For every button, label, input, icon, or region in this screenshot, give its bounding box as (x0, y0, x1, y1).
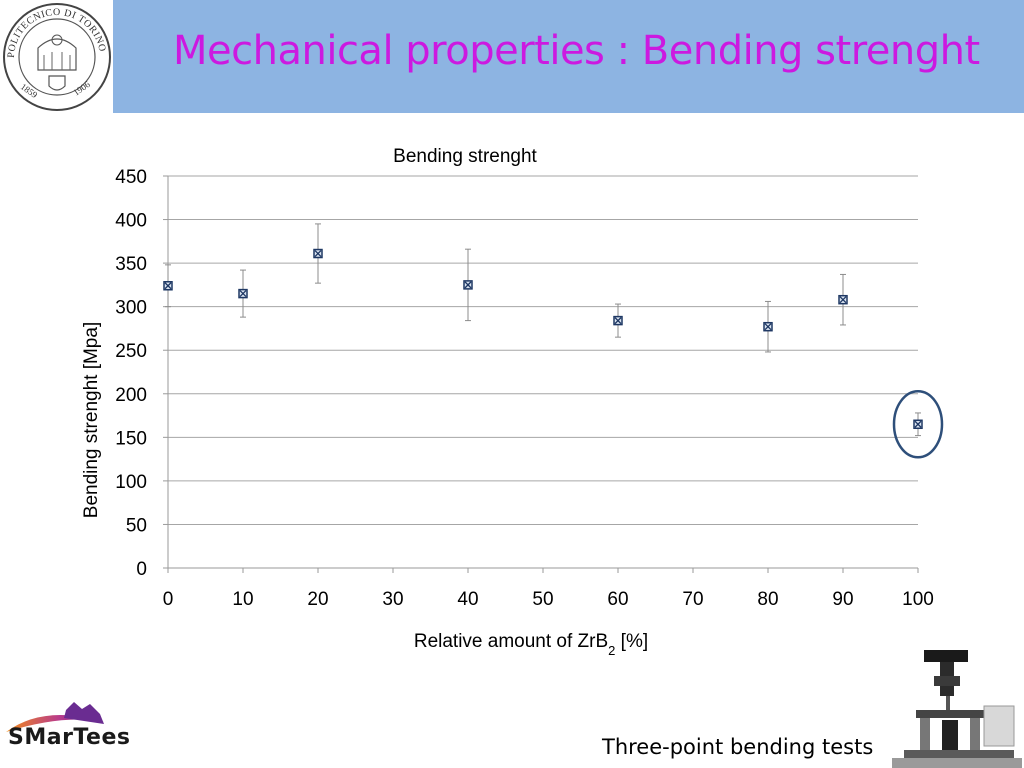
x-tick-label: 10 (232, 589, 253, 610)
data-point (913, 419, 923, 430)
data-point (238, 288, 248, 299)
x-axis-label-main: Relative amount of ZrB (414, 631, 608, 652)
data-point (313, 248, 323, 259)
y-tick-label: 350 (115, 254, 147, 275)
header-bar (113, 0, 1024, 113)
x-tick-label: 20 (307, 589, 328, 610)
page-title: Mechanical properties : Bending strenght (173, 28, 980, 74)
bending-strength-chart: Bending strenght 05010015020025030035040… (81, 146, 944, 658)
x-axis-label-subscript: 2 (608, 643, 615, 658)
x-axis-label-unit: [%] (615, 631, 648, 652)
data-point (613, 315, 623, 326)
y-tick-label: 250 (115, 341, 147, 362)
x-tick-label: 70 (682, 589, 703, 610)
x-tick-label: 50 (532, 589, 553, 610)
x-tick-label: 0 (163, 589, 174, 610)
x-tick-label: 60 (607, 589, 628, 610)
data-point (763, 321, 773, 332)
y-tick-label: 400 (115, 211, 147, 232)
data-point (838, 294, 848, 305)
data-point (163, 281, 173, 291)
y-tick-label: 100 (115, 472, 147, 493)
smartees-logo: SMarTees (6, 702, 130, 750)
figure-caption: Three-point bending tests (602, 735, 874, 759)
bending-test-machine-image (886, 646, 1024, 768)
y-tick-label: 150 (115, 428, 147, 449)
y-tick-label: 300 (115, 298, 147, 319)
logo-text: SMarTees (8, 725, 130, 750)
x-tick-label: 90 (832, 589, 853, 610)
highlight-circle (892, 390, 944, 459)
x-tick-label: 30 (382, 589, 403, 610)
university-seal-icon: POLITECNICO DI TORINO 1859 1906 (3, 3, 111, 111)
y-tick-label: 50 (126, 515, 147, 536)
y-tick-label: 200 (115, 385, 147, 406)
y-tick-label: 0 (136, 559, 147, 580)
x-tick-label: 40 (457, 589, 478, 610)
y-axis-label: Bending strenght [Mpa] (81, 322, 102, 518)
x-axis-label: Relative amount of ZrB2 [%] (414, 631, 648, 658)
x-tick-label: 100 (902, 589, 934, 610)
data-point (463, 280, 473, 290)
chart-title: Bending strenght (393, 146, 537, 167)
y-tick-label: 450 (115, 167, 147, 188)
x-tick-label: 80 (757, 589, 778, 610)
